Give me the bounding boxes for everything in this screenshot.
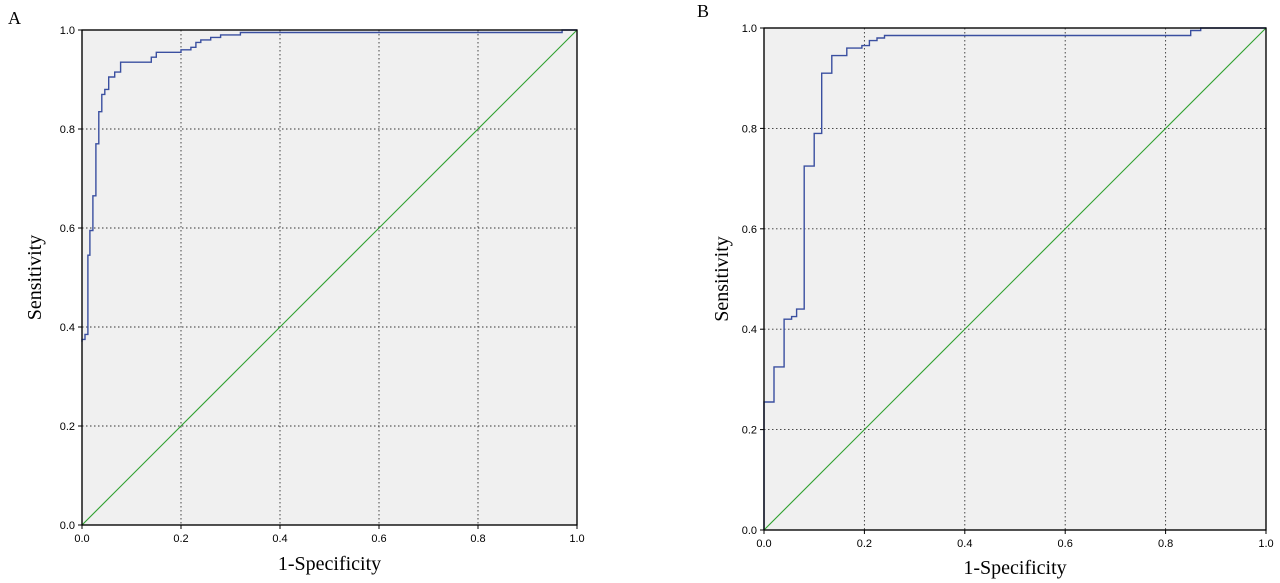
panel-b-plot-border [763, 27, 1267, 531]
panel-a-chart: 0.0 0.2 0.4 0.6 0.8 1.0 0.0 0.2 0.4 0.6 0.8 1.0 1-Sp… [8, 8, 585, 575]
panel-a-x-tick-label: 0.8 [470, 533, 485, 545]
panel-b-label: B [697, 1, 709, 21]
panel-a-y-axis-title: Sensitivity [24, 235, 46, 321]
panel-b-y-tick-label: 0.8 [742, 123, 757, 135]
panel-b-y-tick-label: 0.2 [742, 425, 757, 437]
panel-a-y-tick-label: 0.4 [60, 322, 75, 334]
panel-a-x-tick-label: 1.0 [569, 533, 584, 545]
panel-b-y-tick-label: 0.6 [742, 224, 757, 236]
panel-a-y-tick-label: 0.0 [60, 520, 75, 532]
panel-a-y-tick-label: 1.0 [60, 25, 75, 37]
panel-b-y-tick-label: 0.0 [742, 525, 757, 537]
panel-b-reference-line [763, 27, 1267, 531]
panel-a-x-tick-label: 0.4 [272, 533, 287, 545]
panel-a-x-axis-title: 1-Specificity [278, 553, 381, 575]
panel-a-y-tick-label: 0.2 [60, 421, 75, 433]
panel-b-x-tick-label: 1.0 [1258, 538, 1273, 550]
panel-a-x-tick-label: 0.6 [371, 533, 386, 545]
panel-b-x-tick-label: 0.8 [1158, 538, 1173, 550]
panel-b-x-axis-title: 1-Specificity [963, 557, 1066, 579]
panel-a-x-tick-label: 0.2 [173, 533, 188, 545]
panel-a-y-tick-label: 0.8 [60, 124, 75, 136]
panel-b-y-tick-label: 1.0 [742, 23, 757, 35]
panel-b-chart: 0.0 0.2 0.4 0.6 0.8 1.0 0.0 0.2 0.4 0.6 0.8 1.0 1-Sp… [697, 1, 1274, 579]
panel-a-y-tick-label: 0.6 [60, 223, 75, 235]
panel-b-y-tick-label: 0.4 [742, 324, 757, 336]
panel-a-x-tick-label: 0.0 [74, 533, 89, 545]
panel-a-reference-line [81, 29, 578, 526]
panel-a-roc-curve [81, 29, 577, 342]
panel-b-x-tick-label: 0.0 [756, 538, 771, 550]
panel-a-plot-border [81, 29, 578, 526]
panel-b-x-tick-label: 0.6 [1058, 538, 1073, 550]
panel-b-y-axis-title: Sensitivity [711, 236, 733, 322]
panel-b-roc-curve [763, 27, 1266, 530]
panel-b-x-tick-label: 0.2 [857, 538, 872, 550]
panel-a-label: A [8, 8, 21, 28]
panel-b-x-tick-label: 0.4 [957, 538, 972, 550]
